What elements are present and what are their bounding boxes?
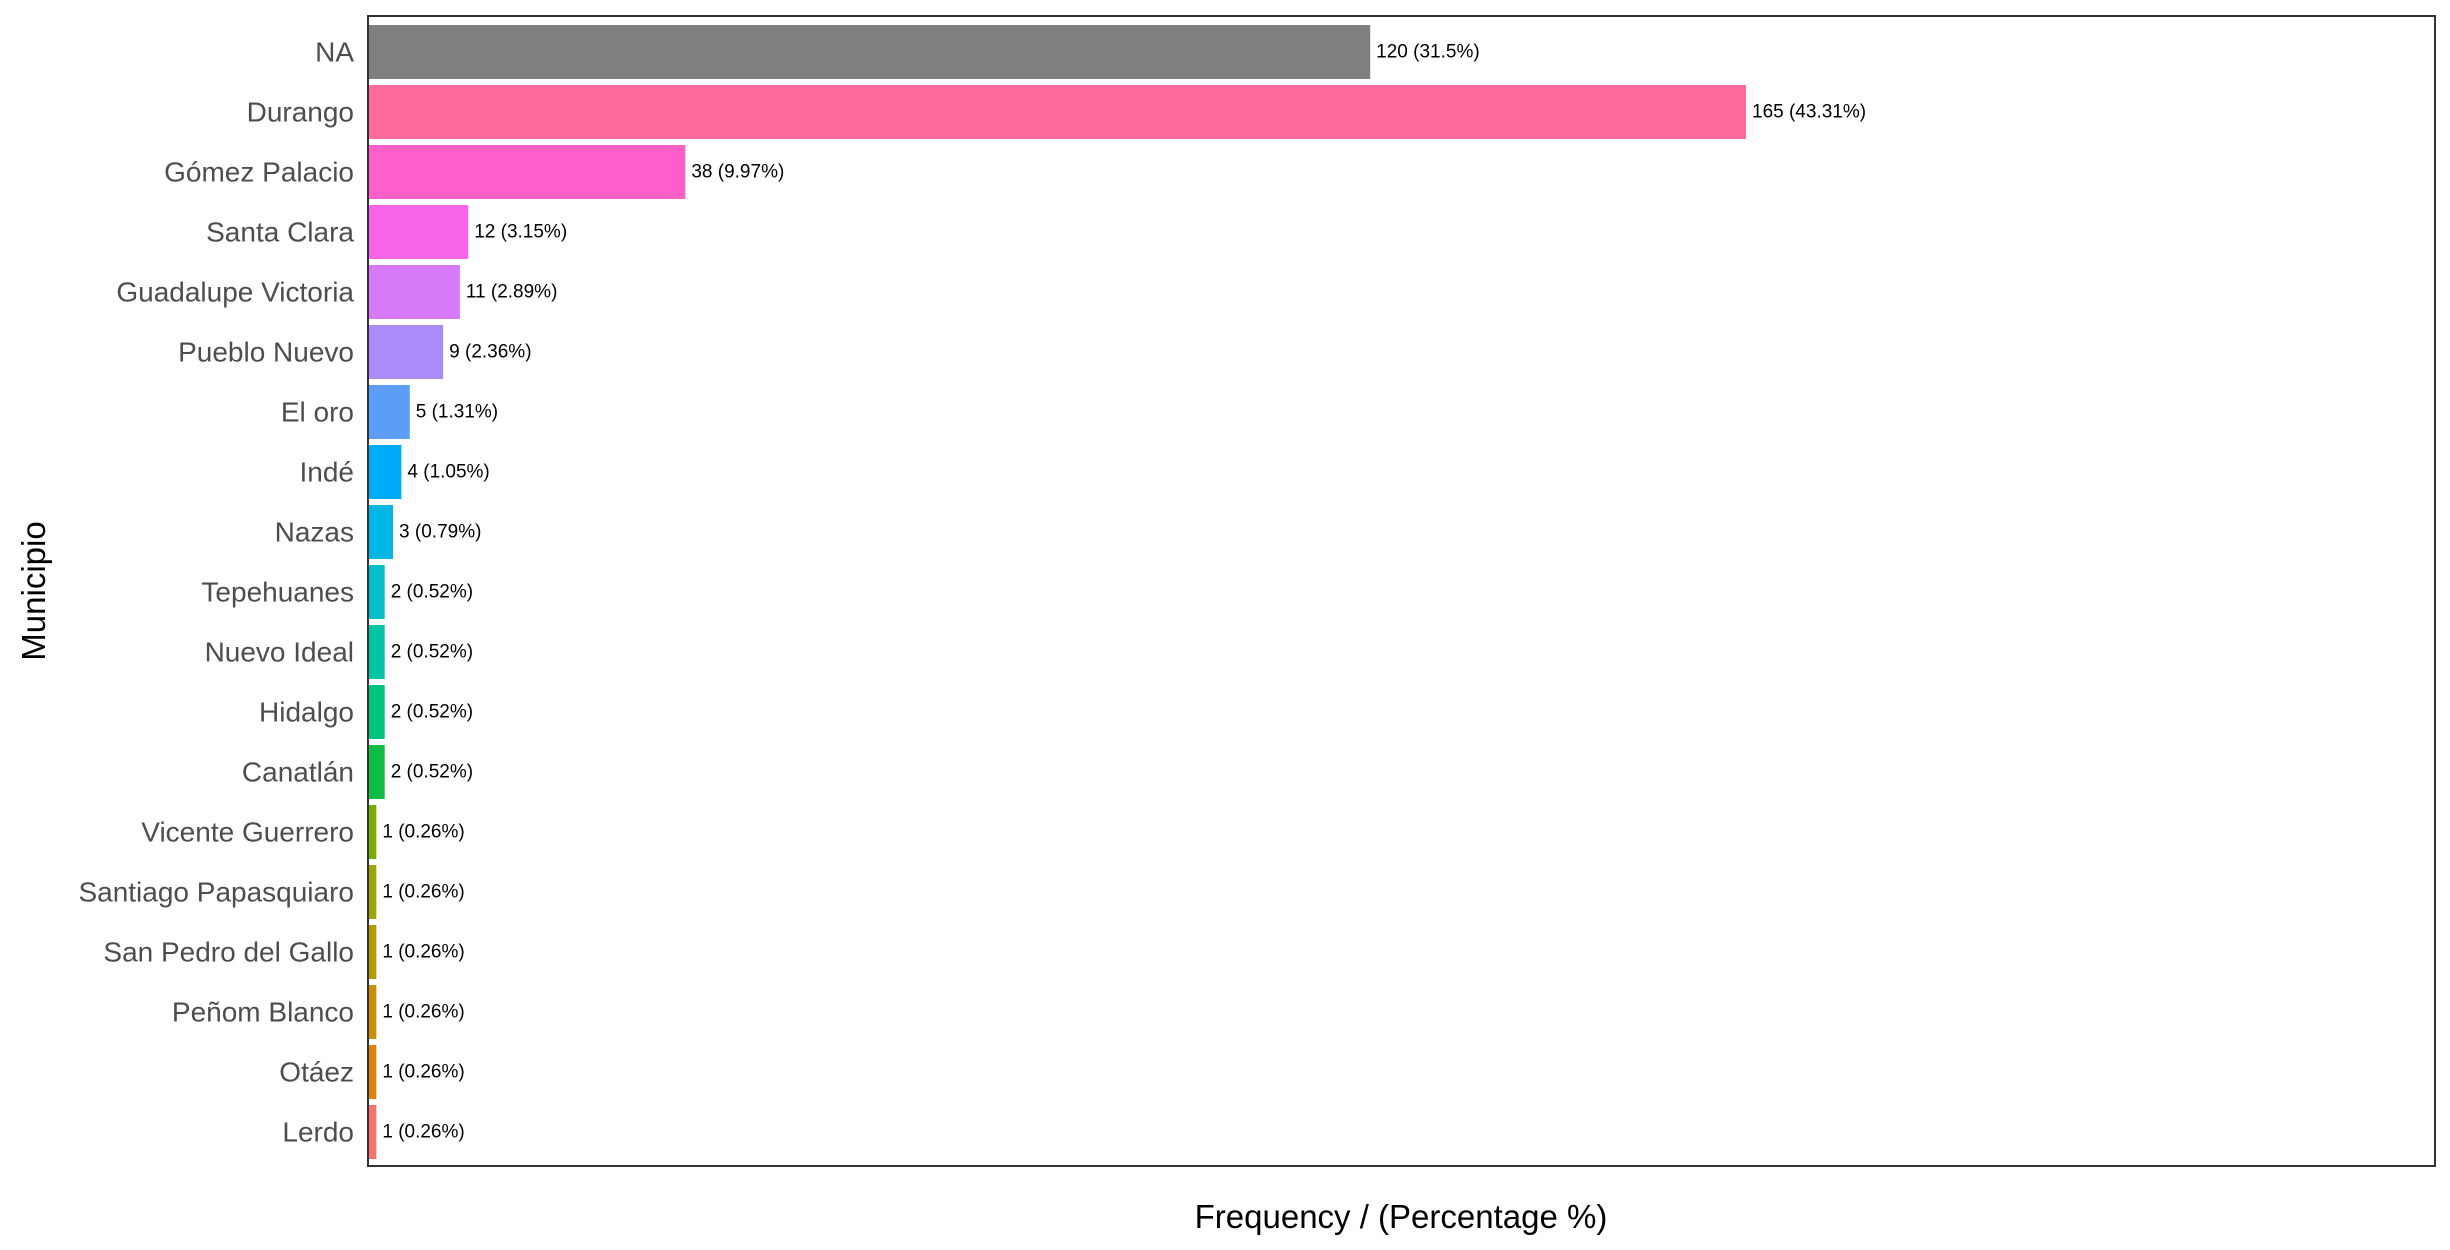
category-labels: NA Durango Gómez Palacio Santa Clara Guadalu… <box>78 37 354 1148</box>
bar <box>368 625 385 679</box>
bar-data-label: 1 (0.26%) <box>382 822 464 843</box>
bar <box>368 1045 377 1099</box>
bar-data-label: 2 (0.52%) <box>391 702 473 723</box>
bar <box>368 85 1746 139</box>
y-tick-label: El oro <box>281 397 354 428</box>
bar-data-label: 3 (0.79%) <box>399 522 481 543</box>
bar-data-label: 2 (0.52%) <box>391 582 473 603</box>
bar <box>368 1105 377 1159</box>
bar-data-label: 11 (2.89%) <box>466 282 558 303</box>
y-tick-label: Nazas <box>275 517 354 548</box>
y-tick-label: Nuevo Ideal <box>205 637 354 668</box>
bar <box>368 385 410 439</box>
y-axis-title: Municipio <box>15 521 52 660</box>
plot-panel-border <box>367 15 2436 1167</box>
y-tick-label: Santa Clara <box>206 217 354 248</box>
bar-data-label: 12 (3.15%) <box>474 222 567 243</box>
bar-data-label: 1 (0.26%) <box>382 1122 464 1143</box>
bar <box>368 865 377 919</box>
y-tick-label: Guadalupe Victoria <box>116 277 354 308</box>
bar <box>368 685 385 739</box>
y-tick-label: Gómez Palacio <box>164 157 354 188</box>
y-tick-label: Hidalgo <box>259 697 354 728</box>
y-tick-label: San Pedro del Gallo <box>103 937 354 968</box>
bar-data-label: 1 (0.26%) <box>382 882 464 903</box>
x-axis-title: Frequency / (Percentage %) <box>1195 1198 1608 1235</box>
bar-data-label: 165 (43.31%) <box>1752 102 1866 123</box>
y-tick-label: Lerdo <box>282 1117 354 1148</box>
bars-layer <box>368 25 1746 1159</box>
bar <box>368 745 385 799</box>
bar <box>368 565 385 619</box>
bar <box>368 205 469 259</box>
bar <box>368 505 394 559</box>
bar-data-label: 38 (9.97%) <box>691 162 784 183</box>
bar-data-label: 1 (0.26%) <box>382 1002 464 1023</box>
bar-data-label: 1 (0.26%) <box>382 1062 464 1083</box>
bar-data-label: 2 (0.52%) <box>391 762 473 783</box>
data-labels: 120 (31.5%) 165 (43.31%) 38 (9.97%) 12 (3.1… <box>382 42 1866 1143</box>
bar-data-label: 120 (31.5%) <box>1376 42 1480 63</box>
bar-data-label: 4 (1.05%) <box>407 462 489 483</box>
y-tick-label: Otáez <box>279 1057 354 1088</box>
y-tick-label: Indé <box>300 457 355 488</box>
bar-data-label: 1 (0.26%) <box>382 942 464 963</box>
y-tick-label: Durango <box>247 97 354 128</box>
y-tick-label: Pueblo Nuevo <box>178 337 354 368</box>
bar-data-label: 5 (1.31%) <box>416 402 498 423</box>
bar <box>368 925 377 979</box>
bar <box>368 325 444 379</box>
bar <box>368 265 460 319</box>
y-tick-label: Santiago Papasquiaro <box>78 877 354 908</box>
y-tick-label: Vicente Guerrero <box>141 817 354 848</box>
y-tick-label: NA <box>315 37 354 68</box>
bar <box>368 25 1371 79</box>
bar <box>368 145 686 199</box>
y-tick-label: Tepehuanes <box>201 577 354 608</box>
y-tick-label: Peñom Blanco <box>172 997 354 1028</box>
bar <box>368 805 377 859</box>
bar-data-label: 9 (2.36%) <box>449 342 531 363</box>
bar <box>368 445 402 499</box>
y-tick-label: Canatlán <box>242 757 354 788</box>
bar-data-label: 2 (0.52%) <box>391 642 473 663</box>
bar <box>368 985 377 1039</box>
